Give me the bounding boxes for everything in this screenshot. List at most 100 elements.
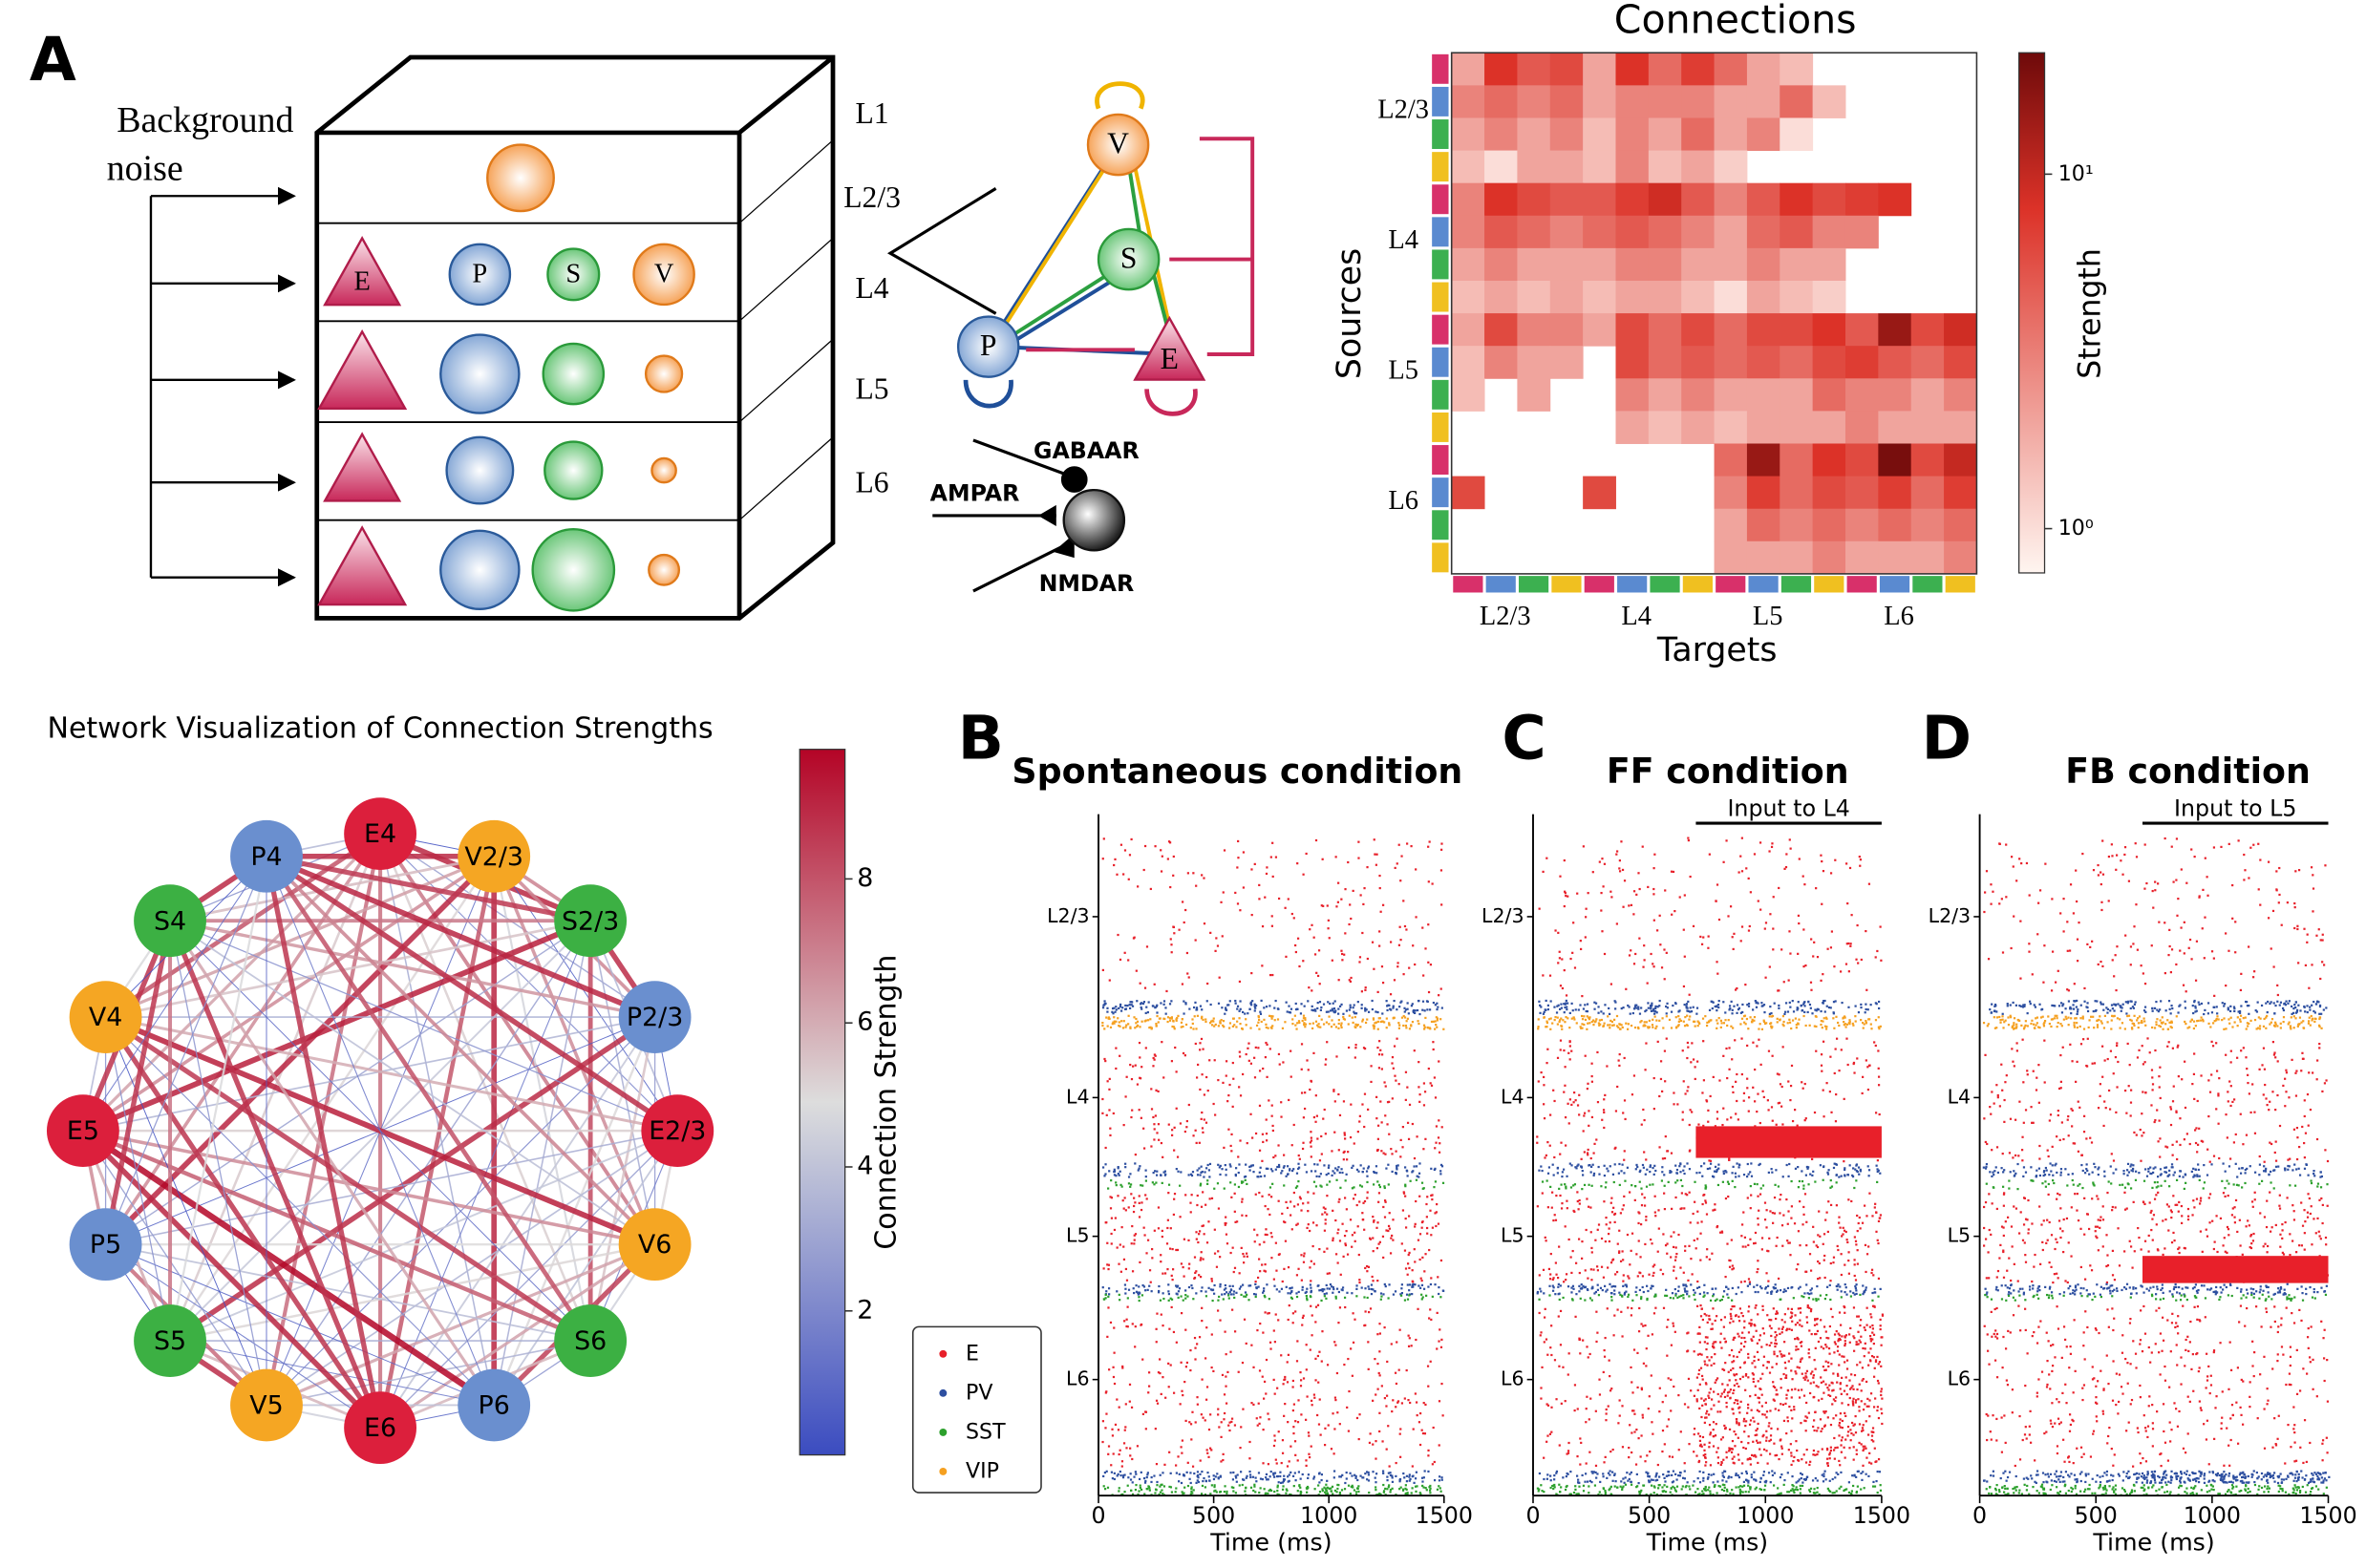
spike [1579, 1026, 1582, 1028]
spike [1115, 1184, 1118, 1187]
spike [1129, 1173, 1132, 1176]
spike [1115, 1006, 1118, 1008]
spike [1781, 1046, 1784, 1049]
spike [1313, 953, 1317, 956]
heatmap-cell [1615, 150, 1650, 184]
spike [1307, 1000, 1310, 1003]
spike [1156, 1011, 1159, 1014]
spike [1154, 1492, 1157, 1494]
spike [1874, 956, 1877, 959]
heatmap-cell [1583, 280, 1616, 314]
spike [1105, 1470, 1108, 1473]
spike [1581, 1027, 1584, 1029]
spike [1202, 1018, 1204, 1021]
heatmap-cell [1780, 280, 1814, 314]
spike [1156, 1132, 1159, 1134]
heatmap-cell [1878, 378, 1912, 412]
spike [1309, 1283, 1312, 1286]
spike [1273, 1019, 1276, 1022]
colorbar-tick-label: 6 [857, 1007, 873, 1037]
spike [1651, 1002, 1653, 1005]
spike [1352, 1021, 1354, 1025]
spike [1222, 1024, 1225, 1028]
spike [1385, 1448, 1388, 1451]
heatmap-cell [1780, 378, 1814, 412]
spike [1116, 1246, 1119, 1249]
spike [1418, 1443, 1422, 1447]
spike [1265, 1228, 1268, 1231]
spike [1255, 1480, 1258, 1483]
spike [1117, 1173, 1119, 1176]
spike [1204, 1121, 1208, 1124]
spike [1302, 873, 1305, 876]
spike [1385, 1017, 1388, 1020]
spike [1737, 871, 1740, 874]
spike [1620, 1006, 1623, 1010]
spike [1258, 1028, 1261, 1030]
spike [1731, 936, 1734, 939]
spike [1364, 986, 1367, 989]
spike [1749, 1016, 1752, 1019]
spike [1684, 1290, 1687, 1293]
spike [1331, 1285, 1333, 1288]
spike [1257, 1402, 1260, 1405]
layer-label: L5 [856, 372, 889, 406]
spike [1639, 1021, 1642, 1024]
spike [1775, 1169, 1778, 1172]
spike [1400, 1287, 1403, 1290]
spike [1156, 1170, 1159, 1173]
spike [1101, 1286, 1104, 1289]
spike [1145, 1197, 1148, 1200]
spike [1558, 950, 1561, 953]
spike [1224, 1012, 1226, 1015]
spike [1768, 1237, 1771, 1240]
spike [1290, 1228, 1293, 1231]
spike [1262, 1067, 1265, 1070]
spike [1411, 1285, 1414, 1288]
spike [1694, 1180, 1696, 1183]
spike [1147, 1001, 1150, 1004]
spike [1754, 1000, 1757, 1003]
spike [1332, 1007, 1336, 1010]
spike [1295, 1295, 1299, 1299]
spike [1377, 1183, 1381, 1187]
spike [1784, 1289, 1787, 1293]
spike [1351, 1292, 1354, 1295]
spike [1230, 1196, 1233, 1198]
spike [1226, 1100, 1229, 1103]
spike [1604, 1186, 1608, 1189]
spike [1661, 1090, 1664, 1093]
heatmap-cell [1780, 476, 1814, 510]
spike [1676, 1179, 1679, 1182]
spike [1170, 1017, 1173, 1020]
spike [1126, 1484, 1129, 1487]
spike [1253, 862, 1256, 866]
spike [1829, 1203, 1833, 1207]
spike [1786, 1022, 1789, 1025]
spike [1793, 1222, 1797, 1225]
spike [1125, 1318, 1128, 1321]
spike [1670, 1010, 1673, 1013]
spike [1433, 1479, 1437, 1482]
spike [1385, 1405, 1388, 1408]
spike [1775, 1123, 1778, 1126]
spike [1253, 1076, 1257, 1079]
spike [1408, 1266, 1411, 1270]
spike [1129, 1183, 1133, 1186]
spike [1309, 928, 1311, 931]
spike [1170, 943, 1173, 946]
spike [1216, 1309, 1220, 1312]
spike [1391, 1062, 1394, 1065]
spike [1706, 1292, 1709, 1295]
spike [1437, 1276, 1439, 1279]
spike [1153, 1128, 1156, 1131]
spike [1366, 1018, 1369, 1021]
spike [1652, 1173, 1655, 1176]
spike [1677, 1024, 1680, 1027]
spike [1241, 1072, 1245, 1076]
spike [1843, 1229, 1846, 1232]
spike [1757, 1260, 1759, 1262]
spike [1760, 1002, 1763, 1005]
spike [1390, 1148, 1393, 1151]
spike [1410, 1025, 1413, 1028]
